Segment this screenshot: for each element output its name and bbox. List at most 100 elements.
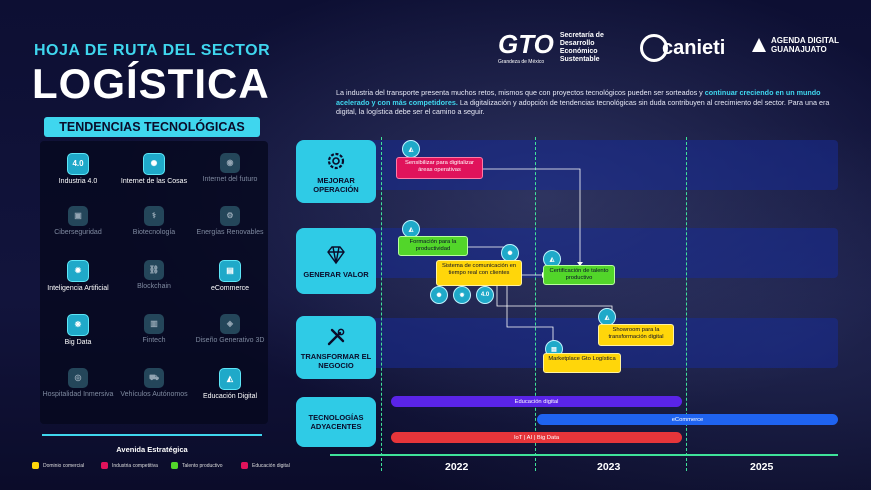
trend-icon: 4.0 <box>67 153 89 175</box>
trend-icon: ⛓ <box>144 260 164 280</box>
trend-icon: ◉ <box>220 153 240 173</box>
category-label: TRANSFORMAR EL NEGOCIO <box>300 352 372 370</box>
intro-highlight: continuar creciendo en un mundo acelerad… <box>336 88 821 107</box>
bar-educacion-digital: Educación digital <box>391 396 682 407</box>
gto-secretaria: Secretaría de Desarrollo Económico Suste… <box>559 32 604 63</box>
year-2022: 2022 <box>445 461 469 473</box>
trend-icon: ✺ <box>143 153 165 175</box>
trend-icon: ⚙ <box>220 206 240 226</box>
gto-logo-text: GTO <box>498 29 554 59</box>
trend-label: Internet del futuro <box>202 176 258 183</box>
trend-item: ⚕ Biotecnología <box>116 206 192 237</box>
trend-label: Internet de las Cosas <box>120 178 188 185</box>
project-formacion: Formación para la productividad <box>398 236 468 256</box>
trend-label: Industria 4.0 <box>58 178 98 185</box>
legend-item: Dominio comercial <box>32 462 84 469</box>
education-icon: ◭ <box>402 140 420 158</box>
timeline-divider-2023 <box>535 137 536 471</box>
page-subtitle: HOJA DE RUTA DEL SECTOR <box>34 42 271 59</box>
legend-swatch <box>101 462 108 469</box>
diamond-icon <box>327 246 345 265</box>
trend-item: ◈ Diseño Generativo 3D <box>192 314 268 345</box>
trend-item: ▣ Ciberseguridad <box>40 206 116 237</box>
legend-item: Talento productivo <box>171 462 223 469</box>
legend-label: Educación digital <box>252 462 290 469</box>
legend-label: Industria competitiva <box>112 462 158 469</box>
legend-item: Industria competitiva <box>101 462 158 469</box>
canieti-text: canieti <box>662 36 726 59</box>
trend-icon: ✹ <box>67 260 89 282</box>
trend-icon: ⚕ <box>144 206 164 226</box>
intro-part-a: La industria del transporte presenta muc… <box>336 88 705 97</box>
legend-label: Dominio comercial <box>43 462 85 469</box>
trend-label: Fintech <box>142 337 166 344</box>
trend-item: ✺ Internet de las Cosas <box>116 153 192 186</box>
project-certificacion: Certificación de talento productivo <box>543 265 615 285</box>
timeline-divider-2022 <box>381 137 382 471</box>
canieti-logo: canieti <box>640 34 725 62</box>
bar-iot-ai-bigdata: IoT | AI | Big Data <box>391 432 682 443</box>
arrowhead <box>577 262 583 266</box>
trend-item: ◭ Educación Digital <box>192 368 268 401</box>
gto-logo: GTO Grandeza de México Secretaría de Des… <box>498 28 620 68</box>
timeline-divider-2025 <box>686 137 687 471</box>
gto-tagline: Grandeza de México <box>498 59 545 65</box>
trend-icon: ◈ <box>220 314 240 334</box>
trends-panel: 4.0 Industria 4.0 ✺ Internet de las Cosas ◉ I… <box>40 141 268 424</box>
ai-icon: ✹ <box>453 286 471 304</box>
legend-title: Avenida Estratégica <box>116 445 188 454</box>
connector-sensibilizar-certificacion <box>483 168 581 265</box>
legend-swatch <box>32 462 39 469</box>
category-label: TECNOLOGÍAS ADYACENTES <box>308 413 364 431</box>
trend-label: Educación Digital <box>202 393 258 400</box>
trend-item: ◎ Hospitalidad Inmersiva <box>40 368 116 399</box>
gear-icon <box>327 152 345 170</box>
year-2025: 2025 <box>750 461 774 473</box>
trend-icon: ◭ <box>219 368 241 390</box>
tools-icon <box>327 328 345 346</box>
trend-label: Vehículos Autónomos <box>120 391 188 398</box>
canieti-ring-icon <box>640 34 668 62</box>
trend-label: Diseño Generativo 3D <box>195 337 265 344</box>
trend-icon: ▤ <box>219 260 241 282</box>
category-tecnologias-adyacentes: TECNOLOGÍAS ADYACENTES <box>296 397 376 447</box>
connector-sistema-marketplace <box>506 286 554 352</box>
trend-label: Biotecnología <box>132 229 176 236</box>
trend-item: ❋ Big Data <box>40 314 116 347</box>
trend-item: ⚙ Energías Renovables <box>192 206 268 237</box>
legend-label: Talento productivo <box>182 462 223 469</box>
trend-label: eCommerce <box>210 285 250 292</box>
project-sensibilizar: Sensibilizar para digitalizar áreas oper… <box>396 157 483 179</box>
category-mejorar-operacion: MEJORAR OPERACIÓN <box>296 140 376 203</box>
category-generar-valor: GENERAR VALOR <box>296 228 376 294</box>
category-label: MEJORAR OPERACIÓN <box>313 176 359 194</box>
trend-icon: ▥ <box>144 314 164 334</box>
intro-part-c: La digitalización y adopción de tendenci… <box>336 97 830 117</box>
legend-swatch <box>171 462 178 469</box>
trends-heading: TENDENCIAS TECNOLÓGICAS <box>44 117 260 137</box>
intro-paragraph: La industria del transporte presenta muc… <box>336 88 846 117</box>
connector-sistema-showroom <box>496 286 613 321</box>
trend-icon: ▣ <box>68 206 88 226</box>
trend-item: ⛟ Vehículos Autónomos <box>116 368 192 399</box>
trend-label: Inteligencia Artificial <box>47 285 109 292</box>
trend-icon: ⛟ <box>144 368 164 388</box>
legend-swatch <box>241 462 248 469</box>
category-transformar-negocio: TRANSFORMAR EL NEGOCIO <box>296 316 376 379</box>
trend-item: ⛓ Blockchain <box>116 260 192 291</box>
agenda-line2: GUANAJUATO <box>771 45 827 54</box>
trend-label: Big Data <box>64 339 92 346</box>
project-marketplace: Marketplace Gto Logística <box>543 353 621 373</box>
industry-40-icon: 4.0 <box>476 286 494 304</box>
trend-item: ▤ eCommerce <box>192 260 268 293</box>
timeline-axis <box>330 454 838 456</box>
trend-label: Ciberseguridad <box>54 229 102 236</box>
avenida-divider <box>42 434 262 436</box>
category-label: GENERAR VALOR <box>303 270 369 279</box>
agenda-triangle-icon <box>752 38 766 52</box>
iot-icon: ✺ <box>430 286 448 304</box>
page-title: LOGÍSTICA <box>32 60 270 107</box>
trend-item: 4.0 Industria 4.0 <box>40 153 116 186</box>
project-showroom: Showroom para la transformación digital <box>598 324 674 346</box>
trend-icon: ❋ <box>67 314 89 336</box>
